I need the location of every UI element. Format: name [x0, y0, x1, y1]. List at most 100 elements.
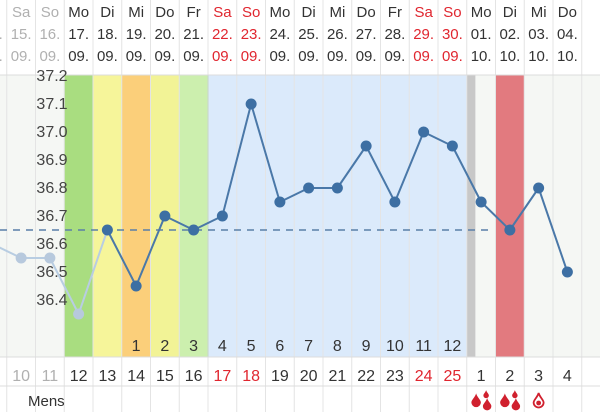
weekday-label: Mi [128, 4, 144, 21]
series-segment [509, 187, 540, 231]
temperature-point[interactable] [504, 224, 516, 236]
cycle-day-number: 12 [70, 368, 88, 385]
date-column-header[interactable]: So 23. 09. [241, 4, 262, 65]
temperature-point[interactable] [418, 126, 430, 138]
date-label: 03. [528, 26, 549, 43]
date-column-header[interactable]: Mo 17. 09. [68, 4, 89, 65]
month-label: 09. [126, 48, 147, 65]
date-label: 04. [557, 26, 578, 43]
temperature-point[interactable] [446, 140, 458, 152]
date-column-header[interactable]: Fr14.09. [0, 4, 3, 65]
weekday-label: Mi [531, 4, 547, 21]
date-label: 22. [212, 26, 233, 43]
month-label: 09. [413, 48, 434, 65]
cycle-day-number: 3 [534, 368, 543, 385]
post-ovulation-day: 6 [275, 338, 284, 355]
temperature-point[interactable] [159, 210, 171, 222]
month-label: 10. [471, 48, 492, 65]
temperature-point[interactable] [303, 182, 315, 194]
date-column-header[interactable]: Do 04. 10. [557, 4, 578, 65]
series-segment [451, 145, 483, 203]
luteal-phase-band [208, 75, 467, 357]
weekday-label: Sa [213, 4, 232, 21]
cycle-day-number: 16 [185, 368, 203, 385]
month-label: 09. [241, 48, 262, 65]
weekday-label: Fr [388, 4, 402, 21]
date-column-header[interactable]: Fr 21. 09. [183, 4, 204, 65]
blood-drops-heavy-icon[interactable] [471, 390, 492, 411]
temperature-point[interactable] [188, 224, 200, 236]
date-column-header[interactable]: Mi 19. 09. [126, 4, 147, 65]
cycle-day-number: 2 [505, 368, 514, 385]
date-column-header[interactable]: Do 27. 09. [356, 4, 377, 65]
month-label: 10. [499, 48, 520, 65]
blood-drop-light-icon[interactable] [532, 392, 545, 409]
date-column-header[interactable]: Do 20. 09. [154, 4, 175, 65]
date-column-header[interactable]: Di 25. 09. [298, 4, 319, 65]
weekday-label: Mo [471, 4, 492, 21]
drop-shape [482, 398, 492, 411]
temperature-point[interactable] [475, 196, 487, 208]
cycle-day-number: 18 [242, 368, 260, 385]
date-label: 27. [356, 26, 377, 43]
date-label: 23. [241, 26, 262, 43]
drop-shape [532, 392, 545, 409]
date-column-header[interactable]: So 16. 09. [39, 4, 60, 65]
date-column-header[interactable]: Mi 03. 10. [528, 4, 549, 65]
cycle-day-number: 22 [357, 368, 375, 385]
month-label: 09. [97, 48, 118, 65]
temperature-point[interactable] [331, 182, 343, 194]
month-label: 09. [212, 48, 233, 65]
cycle-day-number: 23 [386, 368, 404, 385]
weekday-label: Fr [187, 4, 201, 21]
temperature-point[interactable] [533, 182, 545, 194]
weekday-label: Mo [68, 4, 89, 21]
temperature-point[interactable] [216, 210, 228, 222]
date-label: 16. [39, 26, 60, 43]
cycle-day-number: 24 [415, 368, 433, 385]
temperature-point[interactable] [101, 224, 113, 236]
temperature-point[interactable] [44, 252, 56, 264]
weekday-label: So [443, 4, 461, 21]
blood-drops-heavy-icon[interactable] [500, 390, 521, 411]
temperature-point[interactable] [245, 98, 257, 110]
series-segment [48, 257, 80, 315]
cycle-day-number: 1 [477, 368, 486, 385]
month-label: 10. [557, 48, 578, 65]
date-label: 21. [183, 26, 204, 43]
temperature-point[interactable] [73, 308, 85, 320]
temperature-point[interactable] [561, 266, 573, 278]
date-label: 25. [298, 26, 319, 43]
date-column-header[interactable]: Fr 28. 09. [384, 4, 405, 65]
date-column-header[interactable]: Sa 22. 09. [212, 4, 233, 65]
cycle-day-number: 20 [300, 368, 318, 385]
weekday-label: Sa [12, 4, 31, 21]
temperature-point[interactable] [130, 280, 142, 292]
series-segment [250, 103, 281, 203]
weekday-label: Sa [414, 4, 433, 21]
series-segment [336, 145, 367, 189]
drop-shape [512, 390, 518, 399]
temperature-point[interactable] [274, 196, 286, 208]
date-column-header[interactable]: Sa 29. 09. [413, 4, 434, 65]
temperature-point[interactable] [15, 252, 27, 264]
cycle-day-number: 21 [328, 368, 346, 385]
month-label: 09. [39, 48, 60, 65]
date-column-header[interactable]: Mi 26. 09. [327, 4, 348, 65]
post-ovulation-day: 4 [218, 338, 227, 355]
date-column-header[interactable]: Mo 01. 10. [471, 4, 492, 65]
cycle-day-number: 4 [563, 368, 572, 385]
date-column-header[interactable]: So 30. 09. [442, 4, 463, 65]
temperature-point[interactable] [360, 140, 372, 152]
post-ovulation-day: 2 [160, 338, 169, 355]
date-column-header[interactable]: Sa 15. 09. [11, 4, 32, 65]
date-column-header[interactable]: Mo 24. 09. [269, 4, 290, 65]
y-tick-label: 37.2 [36, 68, 67, 85]
temperature-point[interactable] [389, 196, 401, 208]
post-ovulation-day: 11 [415, 338, 432, 355]
drop-core [536, 400, 542, 406]
date-label: 17. [68, 26, 89, 43]
date-column-header[interactable]: Di 02. 10. [499, 4, 520, 65]
date-column-header[interactable]: Di 18. 09. [97, 4, 118, 65]
